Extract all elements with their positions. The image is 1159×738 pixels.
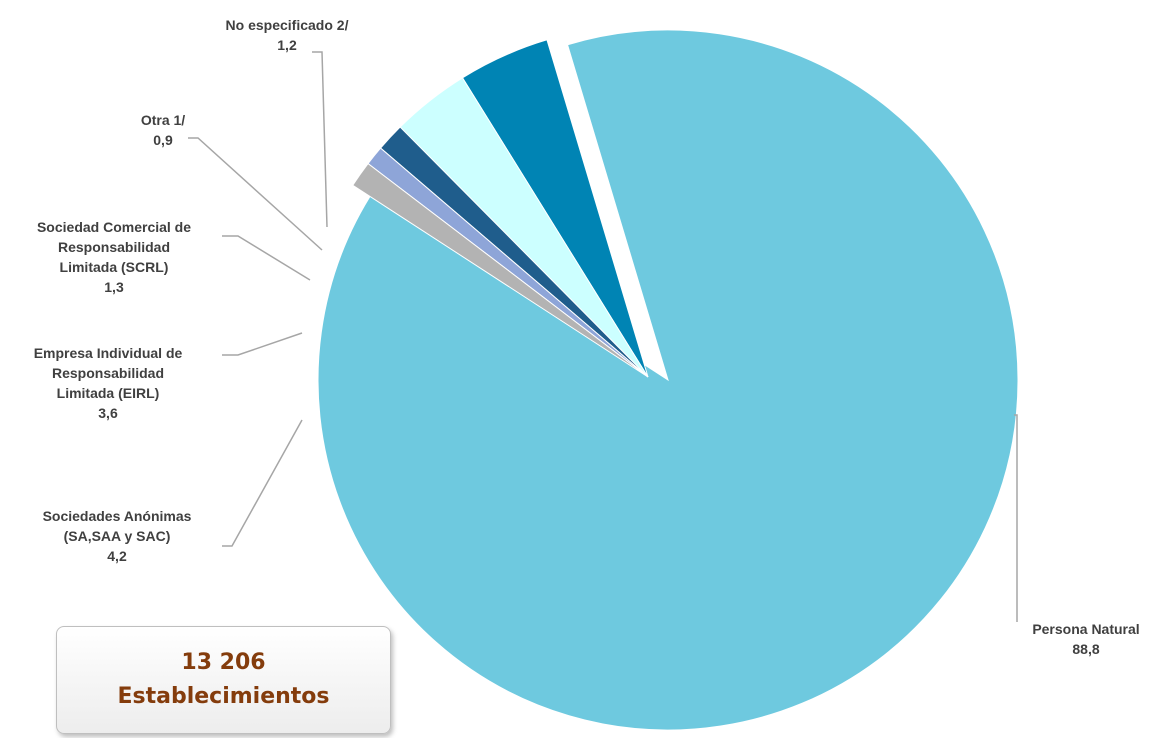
slice-value-1: 4,2 (107, 548, 127, 564)
slice-labels: Persona Natural 88,8 Sociedades Anónimas (S… (34, 17, 1140, 657)
slice-value-0: 88,8 (1072, 641, 1099, 657)
slice-label-line-2-1: Responsabilidad (52, 365, 164, 381)
slice-value-5: 1,2 (277, 37, 297, 53)
slice-label-line-0-0: Persona Natural (1032, 621, 1139, 637)
slice-label-line-5-0: No especificado 2/ (226, 17, 349, 33)
slice-label-line-1-1: (SA,SAA y SAC) (64, 528, 171, 544)
leader-lines (188, 51, 1018, 622)
total-establishments-box: 13 206 Establecimientos (56, 626, 391, 734)
slice-label-3: Sociedad Comercial de Responsabilidad Limi… (37, 219, 191, 295)
slice-label-line-3-1: Responsabilidad (58, 239, 170, 255)
leader-line-4 (188, 137, 323, 251)
slice-label-line-3-2: Limitada (SCRL) (60, 259, 169, 275)
slice-label-line-1-0: Sociedades Anónimas (43, 508, 192, 524)
total-count: 13 206 (181, 650, 266, 675)
leader-line-2 (222, 332, 303, 356)
leader-line-0 (1014, 414, 1018, 622)
leader-line-1 (222, 419, 303, 547)
slice-label-line-4-0: Otra 1/ (141, 112, 185, 128)
pie-slice-5 (352, 162, 649, 378)
slice-value-3: 1,3 (104, 279, 124, 295)
total-caption: Establecimientos (117, 684, 330, 709)
slice-label-4: Otra 1/0,9 (141, 112, 185, 148)
slice-label-1: Sociedades Anónimas (SA,SAA y SAC) 4,2 (43, 508, 192, 564)
slice-label-line-2-0: Empresa Individual de (34, 345, 183, 361)
leader-line-3 (222, 235, 311, 281)
pie-slices (317, 29, 1019, 731)
slice-label-5: No especificado 2/1,2 (226, 17, 349, 53)
leader-line-5 (312, 51, 328, 228)
slice-label-line-3-0: Sociedad Comercial de (37, 219, 191, 235)
slice-label-2: Empresa Individual de Responsabilidad Limi… (34, 345, 183, 421)
slice-label-0: Persona Natural 88,8 (1032, 621, 1139, 657)
slice-label-line-2-2: Limitada (EIRL) (57, 385, 160, 401)
slice-value-4: 0,9 (153, 132, 173, 148)
slice-value-2: 3,6 (98, 405, 118, 421)
pie-slice-0 (317, 29, 1019, 731)
